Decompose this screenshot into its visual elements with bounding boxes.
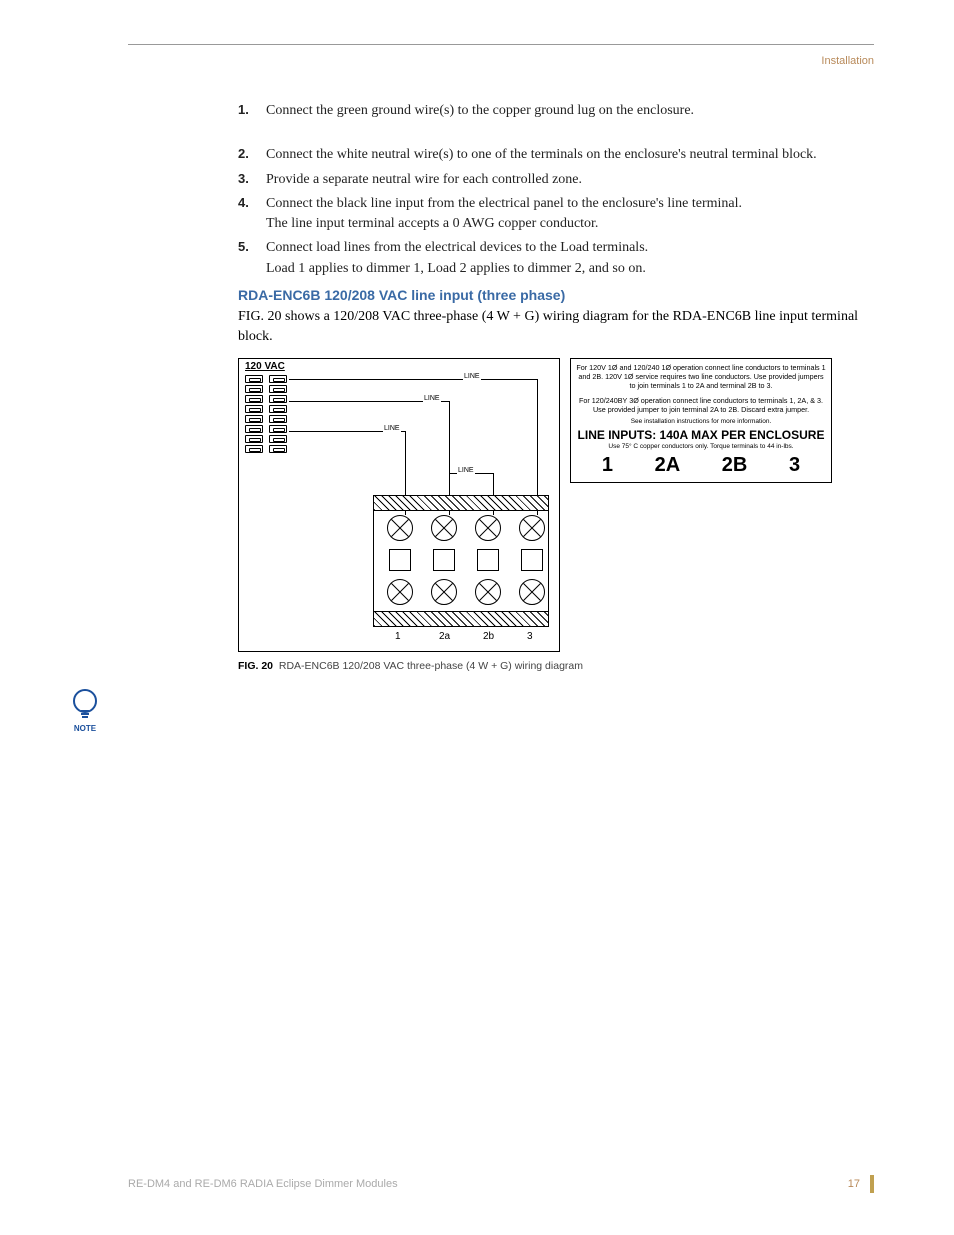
step-text: Provide a separate neutral wire for each… <box>266 170 874 190</box>
footer-page-number: 17 <box>848 1178 860 1190</box>
step-text: Connect the white neutral wire(s) to one… <box>266 145 874 165</box>
step-item: 4.Connect the black line input from the … <box>238 194 874 235</box>
terminal-label: 1 <box>395 631 401 642</box>
step-item: 5.Connect load lines from the electrical… <box>238 238 874 279</box>
step-item: 2.Connect the white neutral wire(s) to o… <box>238 145 874 165</box>
info-box: For 120V 1Ø and 120/240 1Ø operation con… <box>570 358 832 483</box>
page-body: Installation 1.Connect the green ground … <box>128 44 874 672</box>
line-label: LINE <box>457 467 475 474</box>
step-number: 4. <box>238 194 266 235</box>
caption-text: RDA-ENC6B 120/208 VAC three-phase (4 W +… <box>279 660 583 672</box>
steps-list: 1.Connect the green ground wire(s) to th… <box>238 101 874 279</box>
figure-caption: FIG. 20 RDA-ENC6B 120/208 VAC three-phas… <box>238 660 874 672</box>
step-text: Connect the green ground wire(s) to the … <box>266 101 874 121</box>
info-p2: For 120/240BY 3Ø operation connect line … <box>575 396 827 414</box>
note-label: NOTE <box>74 724 96 733</box>
line-v <box>449 401 450 473</box>
info-see: See installation instructions for more i… <box>575 418 827 426</box>
footer-left: RE-DM4 and RE-DM6 RADIA Eclipse Dimmer M… <box>128 1178 398 1190</box>
step-text: Connect the black line input from the el… <box>266 194 874 235</box>
terminal-block-outline <box>373 495 549 627</box>
step-number: 2. <box>238 145 266 165</box>
page-footer: RE-DM4 and RE-DM6 RADIA Eclipse Dimmer M… <box>128 1175 874 1193</box>
line-label: LINE <box>463 373 481 380</box>
note-icon: NOTE <box>70 688 100 733</box>
terminal-label: 3 <box>527 631 533 642</box>
info-small: Use 75° C copper conductors only. Torque… <box>575 443 827 451</box>
step-item: 3.Provide a separate neutral wire for ea… <box>238 170 874 190</box>
line-label: LINE <box>383 425 401 432</box>
section-paragraph: FIG. 20 shows a 120/208 VAC three-phase … <box>238 307 874 348</box>
info-bold: LINE INPUTS: 140A MAX PER ENCLOSURE <box>575 428 827 443</box>
line-label: LINE <box>423 395 441 402</box>
info-num: 2B <box>722 453 748 478</box>
info-nums: 1 2A 2B 3 <box>575 453 827 480</box>
info-num: 2A <box>655 453 681 478</box>
step-text: Connect load lines from the electrical d… <box>266 238 874 279</box>
caption-label: FIG. 20 <box>238 660 273 672</box>
step-subtext: The line input terminal accepts a 0 AWG … <box>266 214 874 234</box>
terminal-label: 2a <box>439 631 450 642</box>
step-item: 1.Connect the green ground wire(s) to th… <box>238 101 874 121</box>
figure-row: 120 VAC LINE LINE LINE <box>238 358 874 652</box>
line-h <box>289 379 537 380</box>
figure-wrapper: 120 VAC LINE LINE LINE <box>238 358 874 672</box>
info-p1: For 120V 1Ø and 120/240 1Ø operation con… <box>575 363 827 390</box>
content-area: 1.Connect the green ground wire(s) to th… <box>128 101 874 672</box>
step-subtext: Load 1 applies to dimmer 1, Load 2 appli… <box>266 259 874 279</box>
step-number: 3. <box>238 170 266 190</box>
header-section-label: Installation <box>128 55 874 67</box>
info-num: 1 <box>602 453 613 478</box>
info-num: 3 <box>789 453 800 478</box>
section-heading: RDA-ENC6B 120/208 VAC line input (three … <box>238 287 874 303</box>
terminal-label: 2b <box>483 631 494 642</box>
wiring-diagram: 120 VAC LINE LINE LINE <box>238 358 560 652</box>
step-number: 1. <box>238 101 266 121</box>
step-number: 5. <box>238 238 266 279</box>
